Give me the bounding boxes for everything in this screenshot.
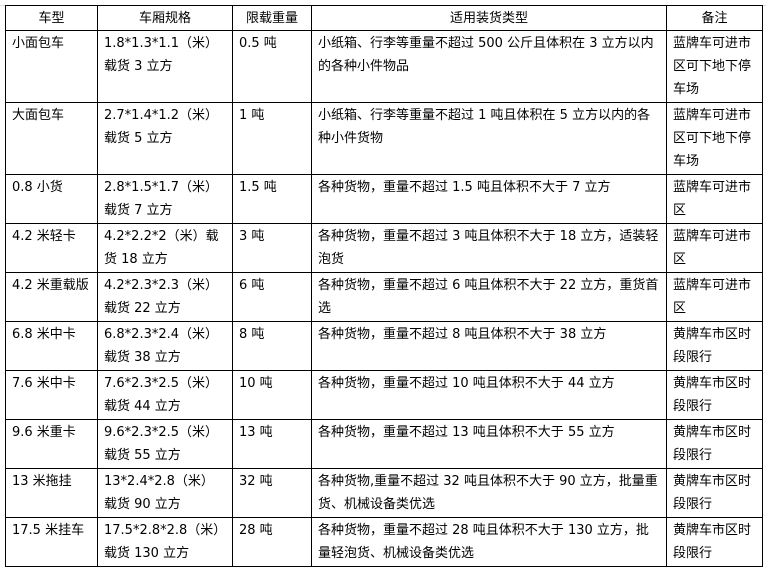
table-row: 0.8 小货 2.8*1.5*1.7（米）载货 7 立方 1.5 吨各种货物，重量不… (5, 174, 763, 224)
cargo-size-cell: 1.8*1.3*1.1（米）载货 3 立方 (97, 30, 233, 103)
load-limit-cell: 3 吨 (232, 223, 312, 273)
remark-cell: 蓝牌车可进市区可下地下停车场 (666, 30, 763, 103)
table-row: 17.5 米挂车 17.5*2.8*2.8（米）载货 130 立方 28 吨各种货物… (5, 517, 763, 567)
table-row: 9.6 米重卡 9.6*2.3*2.5（米）载货 55 立方 13 吨各种货物，重量… (5, 419, 763, 469)
remark-cell: 黄牌车市区时段限行 (666, 321, 763, 371)
vehicle-type-cell: 0.8 小货 (5, 174, 98, 224)
table-row: 7.6 米中卡 7.6*2.3*2.5（米）载货 44 立方 10 吨各种货物，重量… (5, 370, 763, 420)
load-limit-cell: 0.5 吨 (232, 30, 312, 103)
vehicle-type-cell: 7.6 米中卡 (5, 370, 98, 420)
vehicle-type-cell: 大面包车 (5, 102, 98, 175)
vehicle-type-cell: 4.2 米轻卡 (5, 223, 98, 273)
table-row: 4.2 米轻卡 4.2*2.2*2（米）载货 18 立方 3 吨各种货物，重量不超过… (5, 223, 763, 273)
cargo-size-cell: 9.6*2.3*2.5（米）载货 55 立方 (97, 419, 233, 469)
remark-cell: 蓝牌车可进市区 (666, 223, 763, 273)
header-cell: 车型 (5, 5, 98, 31)
remark-cell: 蓝牌车可进市区 (666, 174, 763, 224)
load-limit-cell: 8 吨 (232, 321, 312, 371)
header-cell: 车厢规格 (97, 5, 233, 31)
vehicle-type-cell: 13 米拖挂 (5, 468, 98, 518)
vehicle-type-cell: 17.5 米挂车 (5, 517, 98, 567)
header-cell: 备注 (666, 5, 763, 31)
vehicle-type-cell: 4.2 米重载版 (5, 272, 98, 322)
load-limit-cell: 13 吨 (232, 419, 312, 469)
load-limit-cell: 6 吨 (232, 272, 312, 322)
header-cell: 适用装货类型 (311, 5, 667, 31)
cargo-size-cell: 4.2*2.3*2.3（米）载货 22 立方 (97, 272, 233, 322)
header-row: 车型 车厢规格 限载重量 适用装货类型 备注 (5, 5, 763, 31)
cargo-type-cell: 小纸箱、行李等重量不超过 1 吨且体积在 5 立方以内的各种小件货物 (311, 102, 667, 175)
cargo-type-cell: 各种货物，重量不超过 13 吨且体积不大于 55 立方 (311, 419, 667, 469)
cargo-type-cell: 各种货物，重量不超过 10 吨且体积不大于 44 立方 (311, 370, 667, 420)
cargo-type-cell: 各种货物，重量不超过 6 吨且体积不大于 22 立方，重货首选 (311, 272, 667, 322)
load-limit-cell: 10 吨 (232, 370, 312, 420)
cargo-type-cell: 各种货物，重量不超过 28 吨且体积不大于 130 立方，批量轻泡货、机械设备类… (311, 517, 667, 567)
vehicle-type-cell: 小面包车 (5, 30, 98, 103)
remark-cell: 蓝牌车可进市区 (666, 272, 763, 322)
load-limit-cell: 28 吨 (232, 517, 312, 567)
remark-cell: 蓝牌车可进市区可下地下停车场 (666, 102, 763, 175)
cargo-type-cell: 各种货物，重量不超过 8 吨且体积不大于 38 立方 (311, 321, 667, 371)
cargo-size-cell: 13*2.4*2.8（米）载货 90 立方 (97, 468, 233, 518)
table-row: 小面包车 1.8*1.3*1.1（米）载货 3 立方 0.5 吨小纸箱、行李等重量不… (5, 30, 763, 103)
cargo-size-cell: 2.7*1.4*1.2（米）载货 5 立方 (97, 102, 233, 175)
table-row: 6.8 米中卡 6.8*2.3*2.4（米）载货 38 立方 8 吨各种货物，重量不… (5, 321, 763, 371)
cargo-size-cell: 6.8*2.3*2.4（米）载货 38 立方 (97, 321, 233, 371)
vehicle-type-cell: 9.6 米重卡 (5, 419, 98, 469)
remark-cell: 黄牌车市区时段限行 (666, 517, 763, 567)
load-limit-cell: 32 吨 (232, 468, 312, 518)
cargo-size-cell: 2.8*1.5*1.7（米）载货 7 立方 (97, 174, 233, 224)
cargo-type-cell: 各种货物,重量不超过 32 吨且体积不大于 90 立方，批量重货、机械设备类优选 (311, 468, 667, 518)
header-cell: 限载重量 (232, 5, 312, 31)
remark-cell: 黄牌车市区时段限行 (666, 468, 763, 518)
cargo-type-cell: 各种货物，重量不超过 1.5 吨且体积不大于 7 立方 (311, 174, 667, 224)
table-row: 13 米拖挂 13*2.4*2.8（米）载货 90 立方 32 吨各种货物,重量不超… (5, 468, 763, 518)
vehicle-type-cell: 6.8 米中卡 (5, 321, 98, 371)
load-limit-cell: 1.5 吨 (232, 174, 312, 224)
cargo-size-cell: 17.5*2.8*2.8（米）载货 130 立方 (97, 517, 233, 567)
remark-cell: 黄牌车市区时段限行 (666, 370, 763, 420)
cargo-type-cell: 小纸箱、行李等重量不超过 500 公斤且体积在 3 立方以内的各种小件物品 (311, 30, 667, 103)
table-row: 大面包车 2.7*1.4*1.2（米）载货 5 立方 1 吨小纸箱、行李等重量不超过… (5, 102, 763, 175)
load-limit-cell: 1 吨 (232, 102, 312, 175)
table-row: 4.2 米重载版 4.2*2.3*2.3（米）载货 22 立方 6 吨各种货物，重量… (5, 272, 763, 322)
cargo-type-cell: 各种货物，重量不超过 3 吨且体积不大于 18 立方，适装轻泡货 (311, 223, 667, 273)
remark-cell: 黄牌车市区时段限行 (666, 419, 763, 469)
cargo-size-cell: 7.6*2.3*2.5（米）载货 44 立方 (97, 370, 233, 420)
cargo-size-cell: 4.2*2.2*2（米）载货 18 立方 (97, 223, 233, 273)
vehicle-table: 车型 车厢规格 限载重量 适用装货类型 备注 小面包车 1.8*1.3*1.1（米… (5, 5, 763, 567)
